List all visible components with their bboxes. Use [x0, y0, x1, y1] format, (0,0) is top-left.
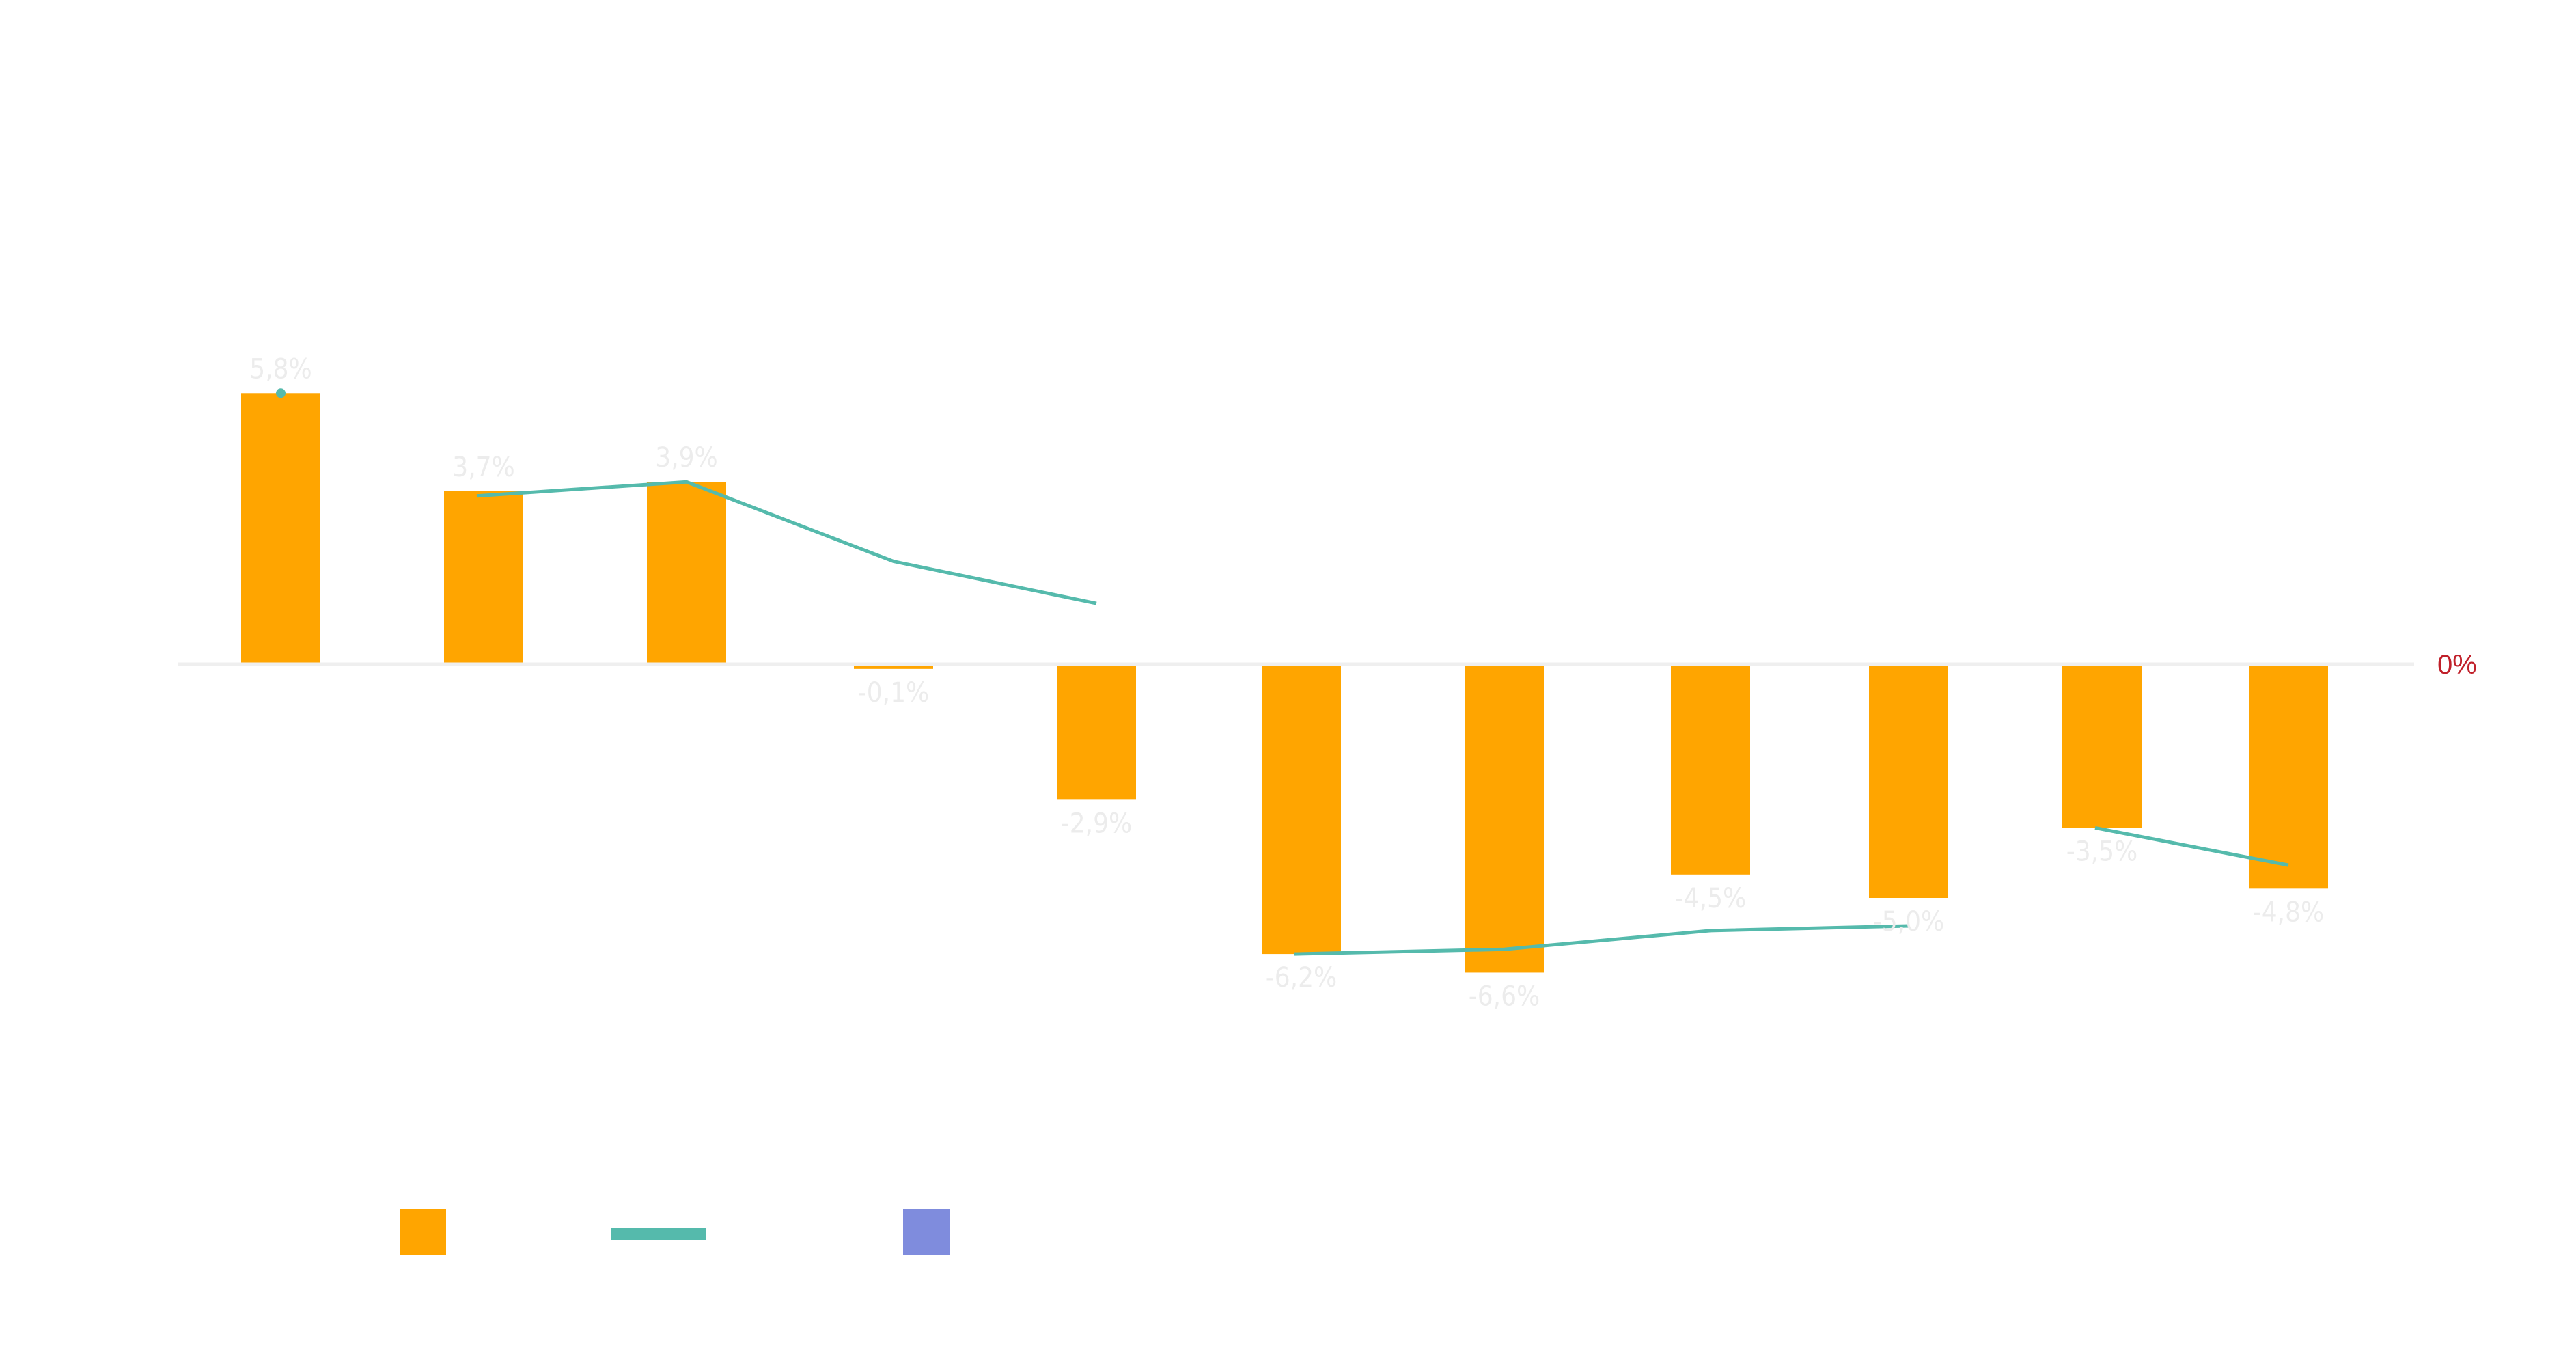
line-point-1[interactable]: [276, 388, 286, 398]
legend-swatch-bar[interactable]: [400, 1209, 446, 1255]
line-segment-3[interactable]: [1294, 924, 1909, 956]
data-label-5: -2,9%: [1061, 808, 1132, 839]
data-label-10: -3,5%: [2066, 836, 2137, 867]
line-segment-2[interactable]: [476, 480, 1097, 605]
bar-4[interactable]: [854, 664, 933, 669]
line-series: [276, 388, 2289, 956]
bar-3[interactable]: [647, 482, 726, 664]
bar-2[interactable]: [444, 491, 523, 664]
bar-1[interactable]: [241, 393, 320, 664]
data-label-6: -6,2%: [1266, 962, 1337, 994]
bar-10[interactable]: [2062, 664, 2142, 828]
data-label-9: -5,0%: [1873, 906, 1944, 938]
zero-reference-label: 0%: [2437, 650, 2477, 680]
bar-6[interactable]: [1262, 664, 1341, 955]
line-segment-4[interactable]: [2094, 825, 2289, 867]
data-label-7: -6,6%: [1469, 981, 1540, 1012]
data-label-1: 5,8%: [249, 353, 311, 385]
data-label-4: -0,1%: [858, 677, 929, 709]
data-label-8: -4,5%: [1675, 883, 1746, 914]
data-label-2: 3,7%: [452, 452, 514, 483]
bars: [241, 393, 2328, 973]
bar-8[interactable]: [1671, 664, 1750, 875]
legend-swatch-series-3[interactable]: [903, 1209, 950, 1255]
legend-swatch-line[interactable]: [611, 1228, 706, 1240]
bar-9[interactable]: [1869, 664, 1948, 898]
data-label-11: -4,8%: [2253, 897, 2324, 928]
bar-7[interactable]: [1465, 664, 1544, 973]
bar-11[interactable]: [2249, 664, 2328, 889]
bar-5[interactable]: [1057, 664, 1136, 800]
data-labels: 5,8% 3,7% 3,9% -0,1% -2,9% -6,2% -6,6% -4,5% -5,…: [249, 353, 2324, 1012]
data-label-3: 3,9%: [655, 442, 717, 474]
legend: [400, 1209, 950, 1255]
